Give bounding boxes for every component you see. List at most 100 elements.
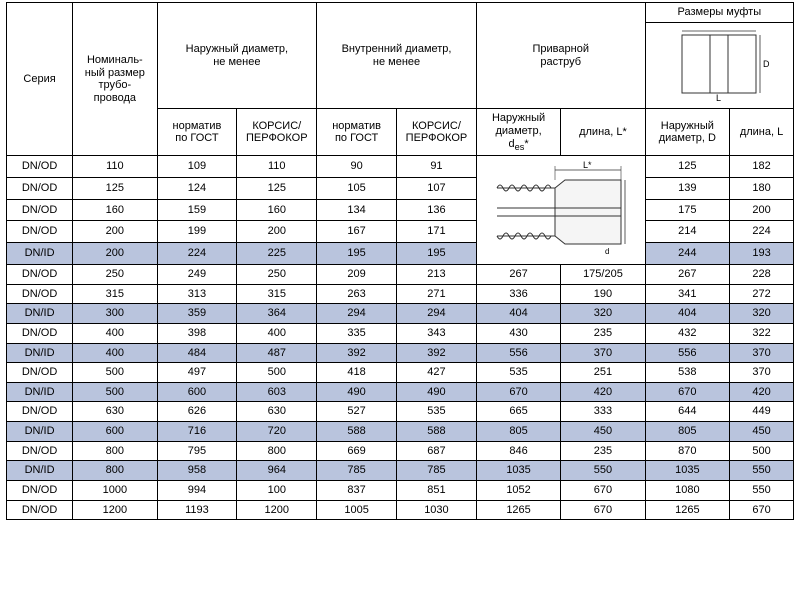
cell-coupling-len: 320	[730, 304, 794, 324]
cell-coupling-dia: 644	[645, 402, 729, 422]
cell-od-korsis: 487	[237, 343, 317, 363]
cell-id-gost: 167	[317, 221, 397, 243]
cell-od-gost: 359	[157, 304, 237, 324]
cell-od-korsis: 110	[237, 156, 317, 178]
cell-id-korsis: 535	[397, 402, 477, 422]
cell-series: DN/ID	[7, 343, 73, 363]
cell-od-korsis: 964	[237, 461, 317, 481]
pipe-spec-table: Серия Номиналь-ный размертрубо-провода Н…	[6, 2, 794, 520]
cell-id-gost: 837	[317, 480, 397, 500]
cell-od-gost: 958	[157, 461, 237, 481]
cell-nominal: 800	[73, 441, 157, 461]
cell-socket-dia: 670	[476, 382, 560, 402]
cell-coupling-dia: 805	[645, 422, 729, 442]
cell-od-gost: 109	[157, 156, 237, 178]
cell-id-gost: 669	[317, 441, 397, 461]
cell-od-gost: 249	[157, 264, 237, 284]
cell-od-korsis: 100	[237, 480, 317, 500]
cell-nominal: 400	[73, 323, 157, 343]
cell-od-gost: 626	[157, 402, 237, 422]
cell-series: DN/ID	[7, 422, 73, 442]
cell-id-korsis: 785	[397, 461, 477, 481]
cell-socket-len: 370	[561, 343, 645, 363]
header-od-gost: нормативпо ГОСТ	[157, 109, 237, 156]
cell-id-gost: 263	[317, 284, 397, 304]
cell-id-gost: 527	[317, 402, 397, 422]
cell-series: DN/OD	[7, 323, 73, 343]
cell-od-gost: 1193	[157, 500, 237, 520]
cell-od-korsis: 500	[237, 363, 317, 383]
cell-id-gost: 1005	[317, 500, 397, 520]
cell-nominal: 630	[73, 402, 157, 422]
cell-coupling-len: 322	[730, 323, 794, 343]
cell-socket-len: 251	[561, 363, 645, 383]
header-socket-len: длина, L*	[561, 109, 645, 156]
cell-od-korsis: 200	[237, 221, 317, 243]
cell-socket-dia: 846	[476, 441, 560, 461]
cell-id-gost: 335	[317, 323, 397, 343]
cell-nominal: 110	[73, 156, 157, 178]
cell-nominal: 600	[73, 422, 157, 442]
table-row: DN/ID80095896478578510355501035550	[7, 461, 794, 481]
cell-nominal: 1000	[73, 480, 157, 500]
cell-od-korsis: 125	[237, 178, 317, 200]
cell-id-korsis: 427	[397, 363, 477, 383]
cell-coupling-dia: 175	[645, 199, 729, 221]
cell-coupling-dia: 404	[645, 304, 729, 324]
table-row: DN/ID300359364294294404320404320	[7, 304, 794, 324]
cell-id-korsis: 271	[397, 284, 477, 304]
cell-coupling-len: 370	[730, 363, 794, 383]
cell-id-korsis: 195	[397, 243, 477, 265]
table-row: DN/ID200224225195195244193	[7, 243, 794, 265]
cell-id-gost: 90	[317, 156, 397, 178]
cell-socket-dia: 404	[476, 304, 560, 324]
socket-diagram-icon: L*d	[493, 158, 629, 258]
cell-id-korsis: 136	[397, 199, 477, 221]
cell-id-korsis: 107	[397, 178, 477, 200]
cell-od-gost: 716	[157, 422, 237, 442]
svg-text:L*: L*	[583, 160, 592, 170]
cell-socket-len: 175/205	[561, 264, 645, 284]
cell-id-gost: 134	[317, 199, 397, 221]
cell-od-korsis: 364	[237, 304, 317, 324]
cell-socket-len: 320	[561, 304, 645, 324]
cell-socket-dia: 430	[476, 323, 560, 343]
cell-nominal: 160	[73, 199, 157, 221]
cell-nominal: 200	[73, 243, 157, 265]
coupling-diagram-cell: D L	[645, 22, 793, 109]
header-inner-diameter: Внутренний диаметр,не менее	[317, 3, 477, 109]
cell-coupling-len: 450	[730, 422, 794, 442]
cell-id-korsis: 687	[397, 441, 477, 461]
cell-od-gost: 600	[157, 382, 237, 402]
cell-coupling-dia: 870	[645, 441, 729, 461]
cell-od-korsis: 315	[237, 284, 317, 304]
cell-socket-len: 670	[561, 480, 645, 500]
cell-od-gost: 994	[157, 480, 237, 500]
cell-socket-dia: 1052	[476, 480, 560, 500]
cell-nominal: 1200	[73, 500, 157, 520]
svg-text:L: L	[716, 93, 721, 103]
header-coupling-title: Размеры муфты	[645, 3, 793, 23]
cell-coupling-dia: 1035	[645, 461, 729, 481]
cell-socket-dia: 535	[476, 363, 560, 383]
cell-socket-dia: 665	[476, 402, 560, 422]
header-coupling-dia: Наружныйдиаметр, D	[645, 109, 729, 156]
table-row: DN/OD630626630527535665333644449	[7, 402, 794, 422]
cell-series: DN/OD	[7, 199, 73, 221]
cell-od-gost: 199	[157, 221, 237, 243]
cell-socket-dia: 1265	[476, 500, 560, 520]
cell-socket-dia: 556	[476, 343, 560, 363]
cell-id-korsis: 851	[397, 480, 477, 500]
cell-od-gost: 124	[157, 178, 237, 200]
cell-id-gost: 785	[317, 461, 397, 481]
cell-nominal: 800	[73, 461, 157, 481]
cell-coupling-len: 224	[730, 221, 794, 243]
table-row: DN/OD500497500418427535251538370	[7, 363, 794, 383]
cell-id-gost: 209	[317, 264, 397, 284]
cell-series: DN/ID	[7, 243, 73, 265]
cell-socket-len: 190	[561, 284, 645, 304]
cell-series: DN/OD	[7, 156, 73, 178]
cell-od-korsis: 603	[237, 382, 317, 402]
cell-od-korsis: 1200	[237, 500, 317, 520]
cell-coupling-len: 272	[730, 284, 794, 304]
